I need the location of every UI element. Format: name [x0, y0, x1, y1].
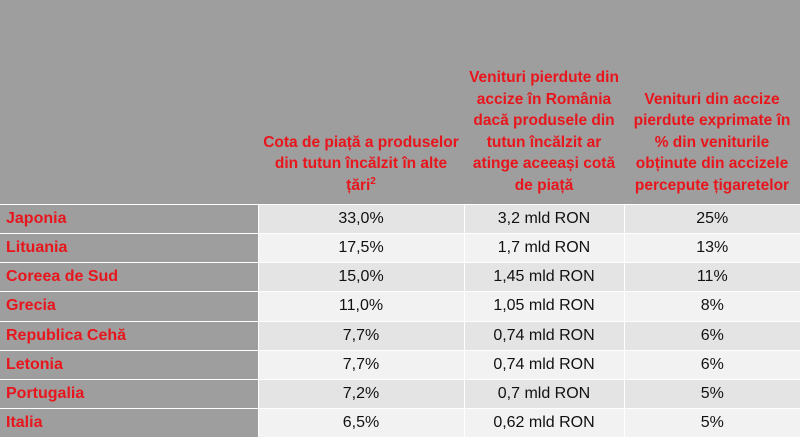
market-share-cell: 7,7% — [257, 320, 464, 351]
lost-revenue-cell: 1,45 mld RON — [463, 262, 624, 292]
table-row: Portugalia 7,2% 0,7 mld RON 5% — [0, 378, 800, 409]
lost-percent-cell: 6% — [623, 349, 800, 380]
table-row: Japonia 33,0% 3,2 mld RON 25% — [0, 203, 800, 234]
lost-revenue-cell: 1,7 mld RON — [463, 233, 624, 263]
header-country — [0, 0, 258, 205]
lost-percent-cell: 5% — [623, 407, 800, 437]
lost-revenue-cell: 0,74 mld RON — [463, 349, 624, 380]
market-share-cell: 7,7% — [257, 349, 464, 380]
lost-revenue-cell: 3,2 mld RON — [463, 203, 624, 234]
header-market-share: Cota de piață a produselor din tutun înc… — [258, 0, 464, 205]
market-share-cell: 11,0% — [257, 291, 464, 321]
table-row: Republica Cehă 7,7% 0,74 mld RON 6% — [0, 320, 800, 351]
table-row: Letonia 7,7% 0,74 mld RON 6% — [0, 349, 800, 380]
lost-percent-cell: 25% — [623, 203, 800, 234]
country-cell: Portugalia — [0, 378, 258, 409]
country-cell: Coreea de Sud — [0, 262, 258, 292]
country-cell: Letonia — [0, 349, 258, 380]
table-row: Coreea de Sud 15,0% 1,45 mld RON 11% — [0, 262, 800, 292]
table-row: Grecia 11,0% 1,05 mld RON 8% — [0, 291, 800, 321]
market-share-cell: 15,0% — [257, 262, 464, 292]
country-cell: Japonia — [0, 203, 258, 234]
lost-percent-cell: 13% — [623, 233, 800, 263]
header-row: Cota de piață a produselor din tutun înc… — [0, 0, 800, 205]
country-cell: Italia — [0, 407, 258, 437]
market-share-cell: 7,2% — [257, 378, 464, 409]
lost-revenue-cell: 0,74 mld RON — [463, 320, 624, 351]
table-row: Lituania 17,5% 1,7 mld RON 13% — [0, 233, 800, 263]
lost-revenue-cell: 1,05 mld RON — [463, 291, 624, 321]
header-lost-revenue: Venituri pierdute din accize în România … — [464, 0, 624, 205]
market-share-cell: 17,5% — [257, 233, 464, 263]
country-cell: Lituania — [0, 233, 258, 263]
country-cell: Republica Cehă — [0, 320, 258, 351]
lost-revenue-cell: 0,7 mld RON — [463, 378, 624, 409]
lost-revenue-cell: 0,62 mld RON — [463, 407, 624, 437]
lost-percent-cell: 5% — [623, 378, 800, 409]
header-market-share-text: Cota de piață a produselor din tutun înc… — [263, 133, 459, 194]
market-share-cell: 6,5% — [257, 407, 464, 437]
footnote-marker: 2 — [370, 175, 376, 187]
market-share-cell: 33,0% — [257, 203, 464, 234]
lost-percent-cell: 6% — [623, 320, 800, 351]
country-cell: Grecia — [0, 291, 258, 321]
lost-percent-cell: 11% — [623, 262, 800, 292]
lost-percent-cell: 8% — [623, 291, 800, 321]
table-row: Italia 6,5% 0,62 mld RON 5% — [0, 407, 800, 437]
header-lost-revenue-percent: Venituri din accize pierdute exprimate î… — [624, 0, 800, 205]
